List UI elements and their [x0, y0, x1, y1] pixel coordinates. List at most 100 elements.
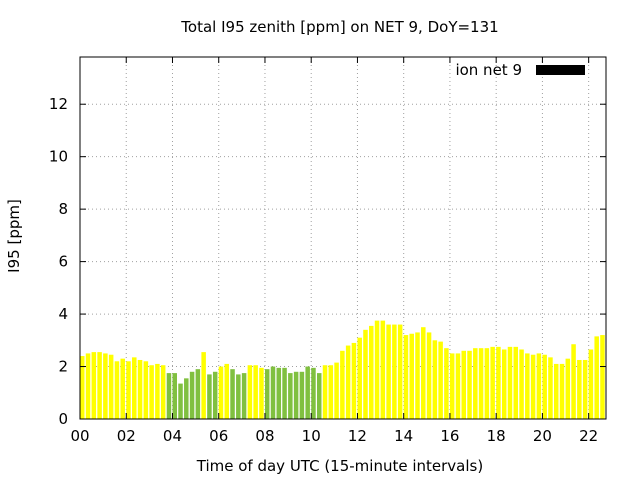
bar: [553, 363, 559, 419]
legend-label: ion net 9: [455, 61, 522, 79]
bar: [143, 361, 149, 419]
bar: [409, 333, 414, 419]
x-tick-label: 02: [117, 427, 136, 445]
x-tick-label: 22: [579, 427, 598, 445]
bar: [195, 369, 201, 419]
bar: [322, 365, 328, 419]
bar: [230, 369, 235, 419]
x-tick-label: 06: [209, 427, 228, 445]
bar: [374, 320, 380, 419]
bar: [166, 373, 172, 419]
bar: [224, 363, 230, 419]
bar: [392, 324, 397, 419]
bar: [594, 336, 599, 419]
bar: [357, 337, 362, 419]
bar: [369, 325, 374, 419]
bar: [490, 346, 495, 419]
bar: [114, 361, 120, 419]
bar: [207, 374, 212, 419]
bar: [467, 350, 472, 419]
y-tick-label: 0: [58, 410, 68, 428]
bar: [126, 361, 131, 419]
bar: [571, 344, 576, 419]
bar: [253, 365, 258, 419]
bar: [132, 357, 137, 419]
grid-lines: [80, 57, 606, 419]
bar: [363, 329, 368, 419]
bar: [212, 371, 218, 419]
bar: [588, 349, 594, 419]
x-tick-label: 14: [394, 427, 413, 445]
bar: [305, 366, 310, 419]
bar: [449, 353, 455, 419]
bar-series: [80, 320, 605, 419]
x-tick-label: 00: [70, 427, 89, 445]
bar: [473, 348, 478, 419]
x-axis-label: Time of day UTC (15-minute intervals): [196, 457, 483, 475]
bar: [288, 373, 293, 419]
bar: [542, 354, 547, 419]
bar: [455, 353, 461, 419]
plot-frame: [79, 56, 607, 420]
bar: [548, 357, 553, 419]
bar: [484, 348, 490, 419]
y-tick-label: 10: [49, 148, 68, 166]
bar: [264, 369, 270, 419]
bar: [600, 335, 605, 419]
bar: [91, 352, 97, 419]
bar: [577, 359, 582, 419]
y-tick-label: 8: [58, 200, 68, 218]
bar: [299, 371, 305, 419]
bar: [438, 341, 443, 419]
y-tick-label: 12: [49, 95, 68, 113]
legend: ion net 9: [455, 61, 585, 79]
bar: [178, 383, 183, 419]
bar: [345, 345, 351, 419]
y-tick-label: 6: [58, 253, 68, 271]
bar: [530, 354, 536, 419]
y-tick-label: 2: [58, 358, 68, 376]
bar: [397, 324, 403, 419]
bar: [582, 359, 588, 419]
bar: [478, 348, 484, 419]
bar: [519, 349, 524, 419]
bar: [426, 332, 432, 419]
bar: [565, 358, 571, 419]
bar: [137, 359, 143, 419]
bar: [80, 356, 85, 419]
bar: [421, 327, 426, 419]
bar: [525, 353, 530, 419]
bar: [276, 367, 282, 419]
legend-swatch: [536, 65, 585, 75]
y-axis-label: I95 [ppm]: [5, 199, 23, 273]
bar: [351, 342, 357, 419]
bar: [241, 373, 247, 419]
bar: [218, 366, 224, 419]
bar: [120, 358, 125, 419]
bar: [172, 373, 177, 419]
bar: [103, 353, 108, 419]
bar: [444, 348, 449, 419]
bar: [386, 324, 391, 419]
bar: [513, 346, 519, 419]
bar: [85, 353, 91, 419]
bar: [340, 350, 345, 419]
bar: [259, 367, 264, 419]
bar: [334, 362, 339, 419]
bar: [236, 374, 241, 419]
bar: [160, 365, 166, 419]
x-tick-label: 10: [302, 427, 321, 445]
bar: [415, 332, 420, 419]
x-tick-label: 08: [255, 427, 274, 445]
bar: [108, 354, 114, 419]
bar: [155, 363, 160, 419]
bar: [380, 320, 386, 419]
bar: [149, 365, 154, 419]
bar: [247, 365, 253, 419]
bar: [293, 371, 299, 419]
bar: [316, 373, 322, 419]
x-tick-label: 04: [163, 427, 182, 445]
x-tick-label: 20: [533, 427, 552, 445]
